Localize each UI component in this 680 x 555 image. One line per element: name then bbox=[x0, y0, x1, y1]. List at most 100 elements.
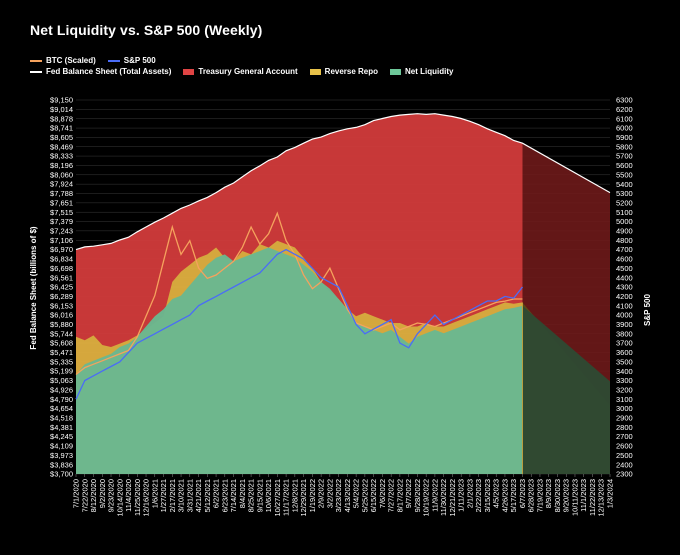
x-tick-label: 3/23/2022 bbox=[334, 479, 343, 512]
left-tick-label: $7,651 bbox=[50, 198, 73, 207]
x-tick-label: 12/21/2022 bbox=[448, 479, 457, 517]
x-tick-label: 4/13/2022 bbox=[343, 479, 352, 512]
legend-item-netliq: Net Liquidity bbox=[390, 67, 453, 76]
right-tick-label: 2600 bbox=[616, 442, 633, 451]
left-tick-label: $4,381 bbox=[50, 423, 73, 432]
x-axis-ticks: 7/1/2020 7/22/2020 8/12/2020 9/2/2020 9/23/2… bbox=[72, 474, 615, 517]
left-tick-label: $4,654 bbox=[50, 404, 73, 413]
right-tick-label: 2900 bbox=[616, 414, 633, 423]
right-tick-label: 3200 bbox=[616, 385, 633, 394]
series-lines bbox=[75, 113, 611, 474]
x-tick-label: 11/30/2022 bbox=[439, 479, 448, 516]
x-tick-label: 1/11/2023 bbox=[457, 479, 466, 512]
left-tick-label: $8,605 bbox=[50, 133, 73, 142]
x-tick-label: 6/23/2021 bbox=[220, 479, 229, 512]
x-tick-label: 10/14/2020 bbox=[115, 479, 124, 517]
x-tick-label: 11/17/2021 bbox=[282, 479, 291, 516]
left-tick-label: $8,333 bbox=[50, 152, 73, 161]
legend-label-sp500: S&P 500 bbox=[123, 56, 156, 65]
x-tick-label: 1/19/2022 bbox=[308, 479, 317, 512]
right-tick-label: 4600 bbox=[616, 255, 633, 264]
x-tick-label: 7/6/2022 bbox=[378, 479, 387, 508]
x-tick-label: 9/7/2022 bbox=[404, 479, 413, 508]
left-tick-label: $5,471 bbox=[50, 348, 73, 357]
left-tick-label: $7,924 bbox=[50, 180, 73, 189]
right-tick-label: 5200 bbox=[616, 198, 633, 207]
left-tick-label: $7,788 bbox=[50, 189, 73, 198]
net-liquidity-area bbox=[76, 247, 523, 474]
left-tick-label: $3,836 bbox=[50, 460, 73, 469]
legend-swatch-fed bbox=[30, 70, 42, 73]
x-tick-label: 12/8/2021 bbox=[290, 479, 299, 512]
forecast-region bbox=[522, 143, 610, 474]
x-tick-label: 2/22/2023 bbox=[474, 479, 483, 512]
x-tick-label: 2/9/2022 bbox=[317, 479, 326, 508]
left-tick-label: $5,744 bbox=[50, 329, 73, 338]
x-tick-label: 3/31/2021 bbox=[185, 479, 194, 512]
legend-label-netliq: Net Liquidity bbox=[405, 67, 454, 76]
left-tick-label: $4,518 bbox=[50, 413, 73, 422]
x-tick-label: 9/15/2021 bbox=[255, 479, 264, 512]
right-tick-label: 3400 bbox=[616, 367, 633, 376]
left-tick-label: $5,063 bbox=[50, 376, 73, 385]
x-tick-label: 11/22/2023 bbox=[588, 479, 597, 516]
right-tick-label: 5000 bbox=[616, 217, 633, 226]
right-tick-label: 2800 bbox=[616, 423, 633, 432]
x-tick-label: 1/3/2024 bbox=[606, 479, 615, 508]
left-tick-label: $6,970 bbox=[50, 245, 73, 254]
x-tick-label: 11/4/2020 bbox=[124, 479, 133, 512]
right-tick-label: 3300 bbox=[616, 376, 633, 385]
left-tick-label: $8,878 bbox=[50, 114, 73, 123]
left-tick-label: $6,698 bbox=[50, 264, 73, 273]
sp500-line bbox=[75, 248, 524, 400]
x-tick-label: 8/9/2023 bbox=[544, 479, 553, 508]
x-tick-label: 8/17/2022 bbox=[395, 479, 404, 512]
right-tick-label: 4700 bbox=[616, 245, 633, 254]
right-tick-label: 2700 bbox=[616, 432, 633, 441]
right-tick-label: 4800 bbox=[616, 236, 633, 245]
right-tick-label: 4100 bbox=[616, 301, 633, 310]
x-tick-label: 4/21/2021 bbox=[194, 479, 203, 512]
x-tick-label: 5/25/2022 bbox=[360, 479, 369, 512]
x-tick-label: 8/30/2023 bbox=[553, 479, 562, 512]
left-tick-label: $7,379 bbox=[50, 217, 73, 226]
left-tick-label: $8,741 bbox=[50, 124, 73, 133]
x-tick-label: 5/17/2023 bbox=[509, 479, 518, 512]
x-tick-label: 7/22/2020 bbox=[80, 479, 89, 512]
right-tick-label: 3900 bbox=[616, 320, 633, 329]
x-tick-label: 4/5/2023 bbox=[492, 479, 501, 508]
left-tick-label: $7,515 bbox=[50, 208, 73, 217]
right-tick-label: 4300 bbox=[616, 283, 633, 292]
x-tick-label: 2/1/2023 bbox=[465, 479, 474, 508]
chart-title: Net Liquidity vs. S&P 500 (Weekly) bbox=[30, 22, 263, 38]
x-tick-label: 6/15/2022 bbox=[369, 479, 378, 512]
x-tick-label: 9/2/2020 bbox=[98, 479, 107, 508]
right-tick-label: 6000 bbox=[616, 124, 633, 133]
left-tick-label: $6,425 bbox=[50, 283, 73, 292]
x-tick-label: 5/4/2022 bbox=[352, 479, 361, 508]
legend-label-tga: Treasury General Account bbox=[198, 67, 298, 76]
x-tick-label: 6/2/2021 bbox=[212, 479, 221, 508]
x-tick-label: 9/28/2022 bbox=[413, 479, 422, 512]
left-tick-label: $4,109 bbox=[50, 442, 73, 451]
right-tick-label: 3100 bbox=[616, 395, 633, 404]
left-axis-ticks: $9,150$9,014$8,878$8,741$8,605$8,469$8,3… bbox=[50, 96, 73, 479]
btc-line bbox=[75, 211, 523, 376]
left-tick-label: $3,700 bbox=[50, 470, 73, 479]
legend-swatch-rrp bbox=[309, 68, 321, 75]
left-tick-label: $6,289 bbox=[50, 292, 73, 301]
left-tick-label: $5,608 bbox=[50, 339, 73, 348]
left-tick-label: $4,926 bbox=[50, 385, 73, 394]
left-tick-label: $4,790 bbox=[50, 395, 73, 404]
x-tick-label: 11/25/2020 bbox=[133, 479, 142, 516]
right-tick-label: 5600 bbox=[616, 161, 633, 170]
x-tick-label: 8/4/2021 bbox=[238, 479, 247, 508]
legend-swatch-tga bbox=[183, 68, 195, 75]
left-tick-label: $6,834 bbox=[50, 255, 73, 264]
legend-swatch-sp500 bbox=[107, 59, 120, 62]
right-tick-label: 4400 bbox=[616, 273, 633, 282]
left-tick-label: $6,561 bbox=[50, 273, 73, 282]
x-tick-label: 10/19/2022 bbox=[422, 479, 431, 517]
right-tick-label: 2400 bbox=[616, 460, 633, 469]
legend-row-2: Fed Balance Sheet (Total Assets) Treasur… bbox=[30, 67, 465, 76]
